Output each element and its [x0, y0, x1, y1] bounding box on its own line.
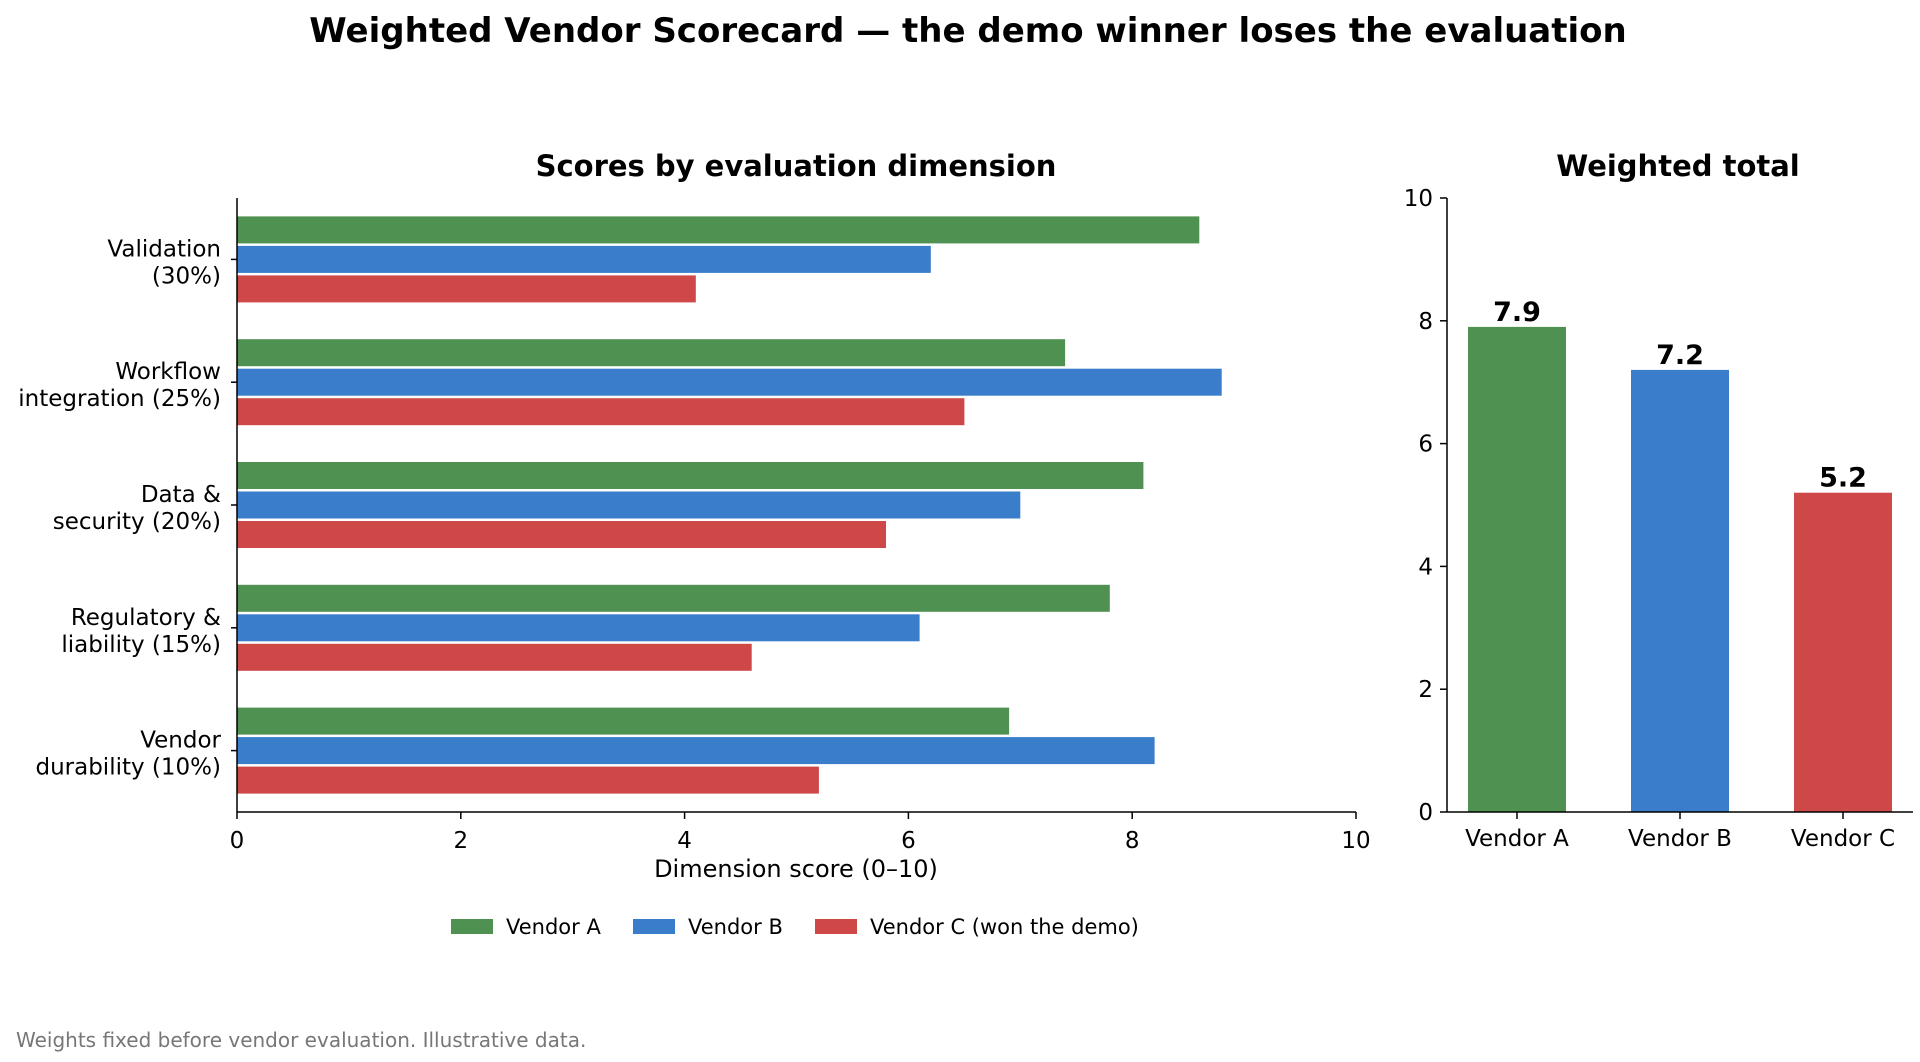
legend-swatch-vendor-a — [451, 919, 493, 934]
total-bar-vendor-a — [1468, 326, 1566, 812]
total-bar-vendor-b — [1631, 369, 1729, 812]
y-tick-label-regulatory: Regulatory & liability (15%) — [61, 605, 221, 658]
bar-vendor-a-regulatory — [237, 584, 1110, 612]
legend: Vendor A Vendor B Vendor C (won the demo) — [451, 915, 1139, 939]
y-tick-label-2: 2 — [1418, 677, 1433, 703]
x-axis-label: Dimension score (0–10) — [654, 855, 938, 883]
bar-vendor-b-regulatory — [237, 614, 920, 642]
legend-label-vendor-c: Vendor C (won the demo) — [870, 915, 1139, 939]
y-tick-label-validation: Validation (30%) — [107, 236, 221, 289]
x-tick-label-2: 2 — [453, 828, 468, 854]
bar-vendor-a-data — [237, 462, 1144, 489]
bar-vendor-c-regulatory — [237, 643, 752, 671]
bar-vendor-a-vendor — [237, 707, 1010, 735]
x-tick-label-8: 8 — [1125, 828, 1140, 854]
x-tick-label-0: 0 — [230, 828, 245, 854]
figure-title: Weighted Vendor Scorecard — the demo win… — [309, 11, 1626, 51]
value-label-vendor-b: 7.2 — [1656, 340, 1704, 371]
dimension-chart-title: Scores by evaluation dimension — [536, 149, 1057, 183]
x-tick-label-4: 4 — [677, 828, 692, 854]
weighted-total-chart: Weighted total 7.9 7.2 5.2 Vendor A Vendor … — [1404, 149, 1913, 852]
y-tick-label-vendor: Vendor durability (10%) — [35, 728, 221, 781]
y-tick-label-0: 0 — [1418, 800, 1433, 826]
y-tick-label-workflow: Workflow integration (25%) — [18, 359, 221, 412]
x-tick-label-vendor-a: Vendor A — [1465, 826, 1569, 852]
x-tick-label-6: 6 — [901, 828, 916, 854]
dimension-scores-chart: Scores by evaluation dimension Validatio… — [18, 149, 1370, 939]
value-label-vendor-a: 7.9 — [1493, 297, 1541, 328]
footnote: Weights fixed before vendor evaluation. … — [16, 1028, 586, 1052]
bar-vendor-c-vendor — [237, 766, 819, 794]
bar-vendor-b-vendor — [237, 737, 1155, 765]
legend-label-vendor-a: Vendor A — [506, 915, 601, 939]
y-tick-label-10: 10 — [1404, 186, 1433, 212]
total-bar-vendor-c — [1794, 492, 1892, 812]
bar-vendor-b-workflow — [237, 368, 1222, 396]
y-tick-label-4: 4 — [1418, 554, 1433, 580]
bar-vendor-b-data — [237, 491, 1021, 519]
x-tick-label-10: 10 — [1341, 828, 1370, 854]
bar-vendor-b-validation — [237, 245, 931, 273]
bar-vendor-c-validation — [237, 275, 696, 303]
y-tick-label-6: 6 — [1418, 432, 1433, 458]
legend-swatch-vendor-c — [815, 919, 857, 934]
legend-swatch-vendor-b — [633, 919, 675, 934]
x-tick-label-vendor-b: Vendor B — [1628, 826, 1732, 852]
bar-vendor-a-workflow — [237, 339, 1066, 367]
bar-vendor-a-validation — [237, 216, 1200, 244]
x-tick-label-vendor-c: Vendor C — [1791, 826, 1895, 852]
y-tick-label-data: Data & security (20%) — [53, 482, 221, 535]
value-label-vendor-c: 5.2 — [1819, 463, 1867, 494]
legend-label-vendor-b: Vendor B — [688, 915, 783, 939]
y-tick-label-8: 8 — [1418, 309, 1433, 335]
weighted-total-title: Weighted total — [1556, 149, 1800, 183]
bar-vendor-c-data — [237, 521, 886, 548]
bar-vendor-c-workflow — [237, 398, 965, 426]
